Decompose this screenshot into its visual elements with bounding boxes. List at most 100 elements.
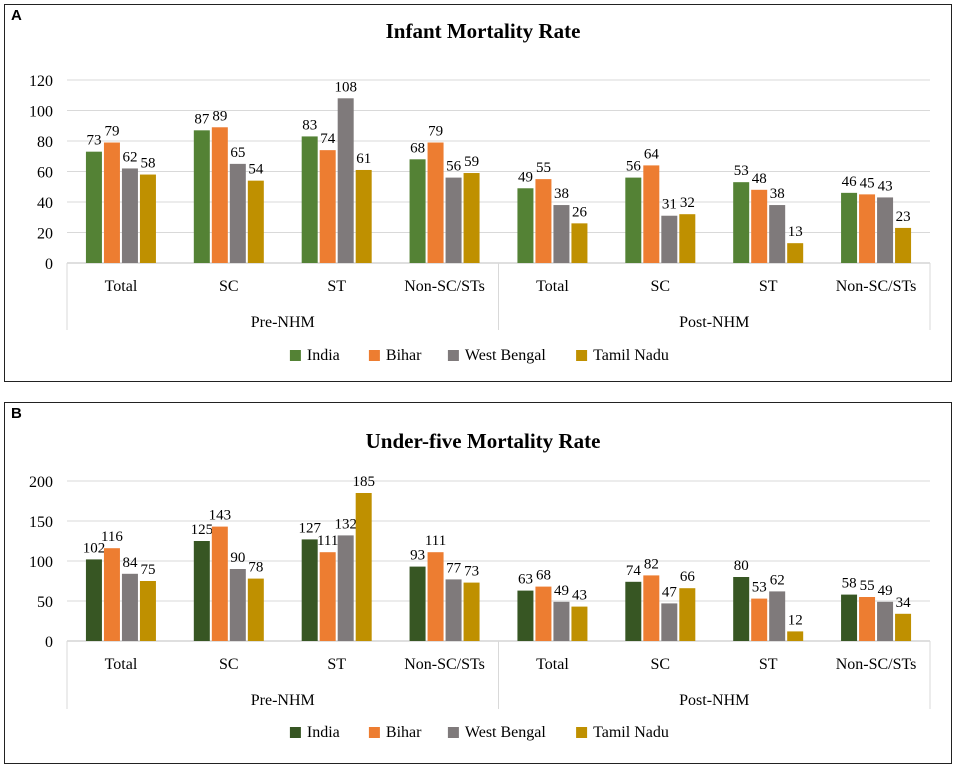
bar-west-bengal (877, 601, 894, 641)
bar-tamil-nadu (571, 606, 588, 641)
category-label: Total (105, 656, 138, 673)
data-label: 93 (410, 548, 425, 564)
data-label: 143 (209, 508, 232, 524)
panel-b-letter: B (11, 405, 22, 422)
category-label: SC (651, 656, 671, 673)
bar-west-bengal (445, 177, 462, 263)
data-label: 80 (734, 558, 749, 574)
data-label: 65 (230, 145, 245, 161)
data-label: 49 (878, 583, 893, 599)
panel-b: B Under-five Mortality Rate 0 50 100 150 200 1… (4, 402, 952, 764)
bar-bihar (751, 598, 768, 641)
category-label: ST (327, 278, 346, 295)
data-label: 63 (518, 572, 533, 588)
bar-tamil-nadu (139, 174, 156, 263)
chart-title: Under-five Mortality Rate (366, 429, 601, 453)
bar-india (841, 594, 858, 641)
bar-bihar (427, 142, 444, 263)
category-label: Non-SC/STs (836, 656, 917, 673)
bar-west-bengal (661, 603, 678, 641)
y-tick-label: 150 (29, 514, 53, 531)
legend-swatch (289, 350, 301, 361)
data-label: 43 (572, 588, 587, 604)
bar-india (85, 559, 102, 641)
legend-swatch (368, 350, 380, 361)
y-tick-label: 100 (29, 104, 53, 121)
data-label: 66 (680, 569, 696, 585)
bar-tamil-nadu (463, 582, 480, 641)
data-label: 68 (410, 140, 425, 156)
bar-west-bengal (121, 168, 138, 263)
bar-bihar (103, 548, 120, 641)
category-label: Non-SC/STs (836, 278, 917, 295)
bar-tamil-nadu (463, 173, 480, 263)
data-label: 62 (770, 572, 785, 588)
data-label: 46 (842, 174, 858, 190)
data-label: 55 (860, 578, 875, 594)
bar-bihar (535, 179, 552, 263)
legend-swatch (289, 727, 301, 738)
data-label: 74 (320, 131, 336, 147)
legend-label: India (307, 724, 340, 741)
bar-india (409, 159, 426, 263)
bar-bihar (535, 586, 552, 641)
legend-label: Tamil Nadu (593, 347, 669, 364)
bar-bihar (211, 127, 228, 264)
category-label: SC (219, 278, 239, 295)
bar-tamil-nadu (247, 180, 264, 263)
bar-west-bengal (121, 573, 138, 641)
bar-india (733, 182, 750, 263)
data-label: 43 (878, 178, 893, 194)
bar-india (193, 130, 210, 263)
bar-west-bengal (553, 205, 570, 263)
category-label: ST (327, 656, 346, 673)
y-tick-label: 0 (45, 256, 53, 273)
y-tick-label: 80 (37, 134, 53, 151)
bar-tamil-nadu (355, 169, 372, 263)
legend-label: Tamil Nadu (593, 724, 669, 741)
y-tick-label: 120 (29, 73, 53, 90)
panel-a: A Infant Mortality Rate 0 20 40 60 80 100 120 73… (4, 4, 952, 382)
bar-west-bengal (661, 215, 678, 263)
data-label: 56 (626, 159, 642, 175)
category-label: ST (759, 656, 778, 673)
bar-bihar (751, 189, 768, 263)
bar-bihar (859, 194, 876, 263)
bar-tamil-nadu (247, 578, 264, 641)
legend-swatch (447, 350, 459, 361)
bar-india (517, 188, 534, 263)
data-label: 26 (572, 204, 588, 220)
panel-a-letter: A (11, 7, 22, 24)
data-label: 116 (101, 529, 123, 545)
chart-title: Infant Mortality Rate (386, 19, 581, 43)
data-label: 75 (140, 562, 155, 578)
bar-india (409, 566, 426, 641)
y-tick-label: 50 (37, 594, 53, 611)
bar-tamil-nadu (787, 631, 804, 641)
legend-label: Bihar (386, 724, 422, 741)
y-tick-label: 60 (37, 165, 53, 182)
legend-label: India (307, 347, 340, 364)
y-tick-label: 40 (37, 195, 53, 212)
data-label: 23 (896, 209, 911, 225)
data-label: 132 (334, 516, 357, 532)
data-label: 32 (680, 195, 695, 211)
y-tick-label: 20 (37, 226, 53, 243)
data-label: 89 (212, 108, 227, 124)
category-label: SC (651, 278, 671, 295)
data-label: 12 (788, 612, 803, 628)
category-label: Non-SC/STs (404, 278, 485, 295)
category-label: Non-SC/STs (404, 656, 485, 673)
data-label: 58 (140, 156, 155, 172)
data-label: 64 (644, 146, 660, 162)
y-tick-label: 0 (45, 634, 53, 651)
bar-india (85, 151, 102, 263)
legend-swatch (368, 727, 380, 738)
data-label: 48 (752, 171, 767, 187)
data-label: 13 (788, 224, 803, 240)
legend-swatch (447, 727, 459, 738)
bar-tamil-nadu (895, 613, 912, 641)
bar-bihar (319, 150, 336, 263)
data-label: 53 (734, 163, 749, 179)
data-label: 108 (334, 79, 357, 95)
